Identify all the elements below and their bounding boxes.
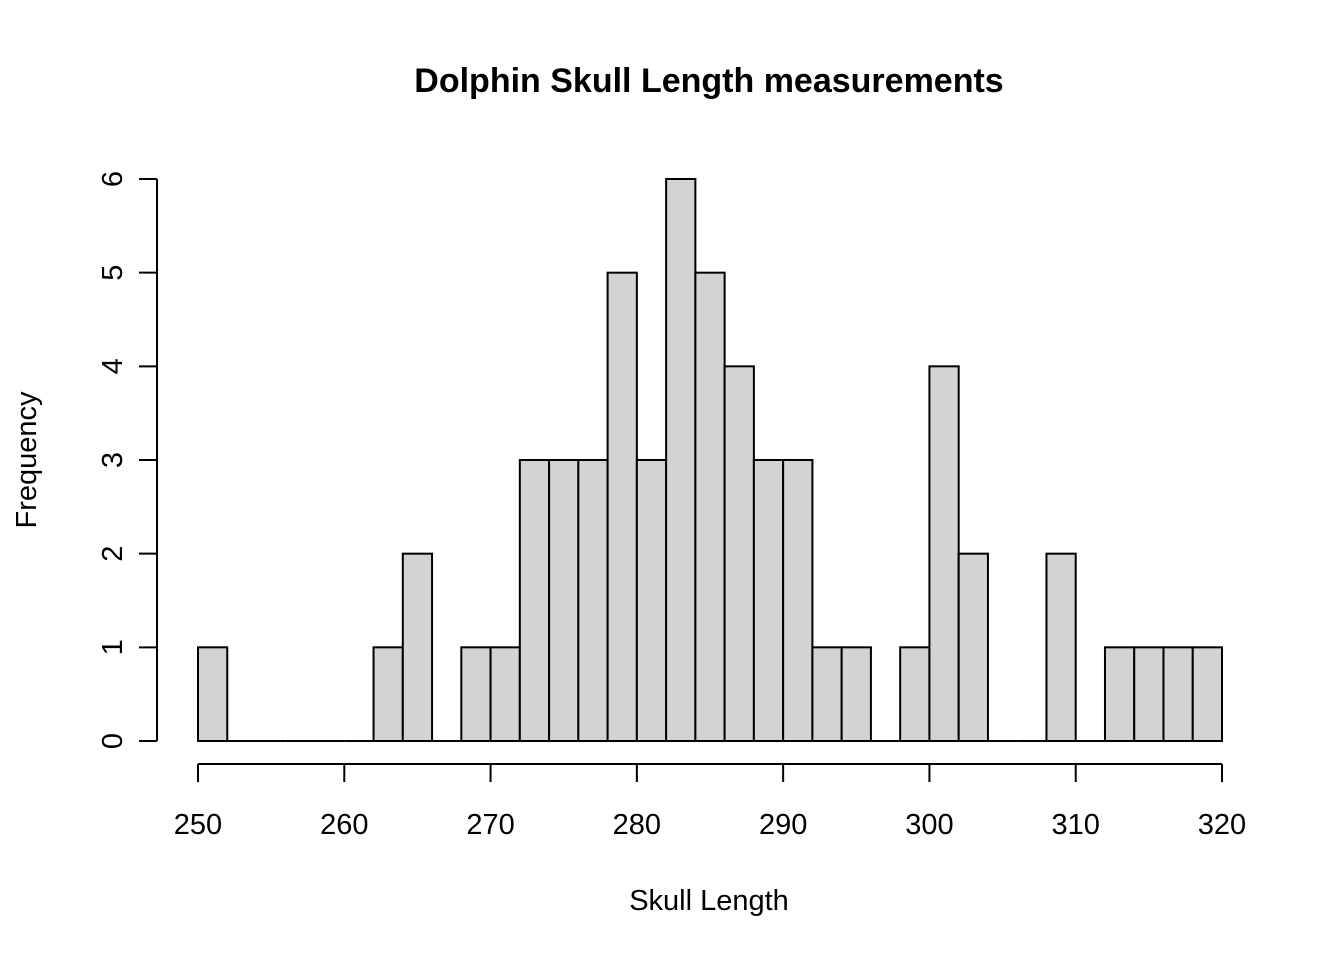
y-axis: 0 1 2 3 4 5 6	[97, 171, 158, 749]
histogram-bar	[1133, 646, 1165, 742]
histogram-bar	[694, 271, 726, 742]
y-axis-label: Frequency	[11, 391, 43, 529]
x-tick-label: 300	[905, 809, 953, 841]
chart-title: Dolphin Skull Length measurements	[414, 62, 1003, 100]
x-tick-label: 250	[174, 809, 222, 841]
histogram-bar	[665, 178, 697, 742]
x-tick-label: 310	[1052, 809, 1100, 841]
y-tick-label: 2	[97, 546, 129, 562]
histogram-bar	[1103, 646, 1136, 742]
histogram-bar	[518, 459, 551, 742]
histogram-bar	[372, 646, 404, 742]
histogram-bar	[899, 646, 931, 742]
histogram-bar	[460, 646, 492, 742]
x-tick-label: 280	[613, 809, 661, 841]
histogram-bar	[1191, 646, 1223, 742]
histogram-bar	[928, 365, 960, 742]
histogram-bar	[782, 459, 814, 742]
histogram-bar	[1045, 552, 1077, 743]
histogram-bar	[577, 459, 609, 742]
histogram-bar	[811, 646, 843, 742]
x-tick-label: 270	[466, 809, 514, 841]
histogram-bar	[840, 646, 872, 742]
y-tick-label: 5	[97, 265, 129, 281]
bars-group	[197, 178, 1223, 743]
histogram-bar	[197, 646, 229, 742]
histogram-bar	[635, 459, 668, 742]
x-axis-label: Skull Length	[629, 885, 789, 917]
histogram-bar	[606, 271, 638, 742]
x-tick-label: 260	[320, 809, 368, 841]
y-tick-label: 3	[97, 452, 129, 468]
histogram-bar	[957, 552, 989, 743]
histogram-bar	[1162, 646, 1194, 742]
x-tick-label: 290	[759, 809, 807, 841]
histogram-bar	[723, 365, 755, 742]
y-tick-label: 0	[97, 733, 129, 749]
histogram-bar	[548, 459, 580, 742]
x-axis: 250 260 270 280 290 300 310 320	[174, 763, 1246, 841]
y-tick-label: 6	[97, 171, 129, 187]
histogram-bar	[489, 646, 521, 742]
y-tick-label: 4	[97, 358, 129, 374]
y-tick-label: 1	[97, 639, 129, 655]
x-tick-label: 320	[1198, 809, 1246, 841]
histogram-bar	[752, 459, 785, 742]
histogram-bar	[401, 552, 434, 743]
